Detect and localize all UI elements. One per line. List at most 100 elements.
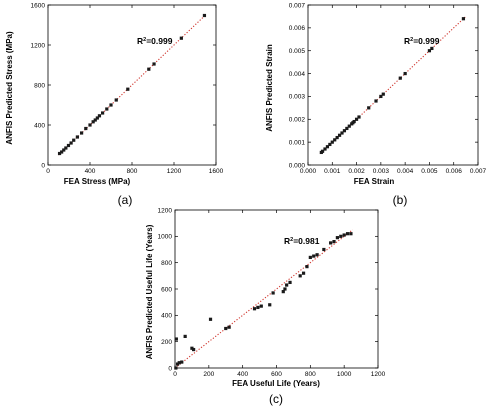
chart-c-data-point — [177, 361, 181, 365]
chart-a-xtick-label: 0 — [46, 168, 50, 175]
chart-b-xtick-label: 0.006 — [446, 168, 463, 175]
chart-a-xtick-label: 1200 — [167, 168, 182, 175]
chart-b-xtick-label: 0.000 — [300, 168, 317, 175]
chart-b-xtick-label: 0.002 — [348, 168, 365, 175]
chart-b-data-point — [345, 126, 349, 131]
chart-b-data-point — [398, 76, 402, 80]
chart-a-data-point — [105, 107, 109, 111]
chart-a-data-point — [72, 138, 76, 142]
chart-a-series: 0 400 800 1200 1600 0 400 800 1200 1600 — [31, 2, 224, 175]
chart-b-data-point — [320, 149, 325, 153]
chart-c-data-point — [190, 346, 194, 350]
chart-b-data-point — [323, 147, 327, 151]
chart-c-data-point — [256, 305, 260, 310]
chart-b-panel-label: (b) — [393, 193, 408, 207]
chart-a-data-point — [97, 114, 102, 118]
chart-a-r2-annotation: R2=0.999 — [137, 36, 173, 46]
chart-b-data-point — [333, 138, 337, 142]
chart-c-data-point — [281, 290, 285, 294]
chart-c-data-point — [175, 362, 180, 366]
chart-c-ytick-label: 0 — [168, 365, 172, 372]
chart-a-data-point — [57, 151, 62, 156]
chart-c-data-point — [227, 325, 231, 329]
chart-c-data-point — [322, 247, 326, 252]
chart-b-r2-prefix: R — [404, 36, 410, 46]
chart-c-r2-sup: 2 — [290, 237, 293, 243]
chart-b-xtick-label: 0.005 — [421, 168, 438, 175]
chart-b-data-point — [374, 99, 378, 103]
chart-a-data-point — [152, 62, 156, 66]
chart-a: 0 400 800 1200 1600 0 400 800 1200 1600 FEA Stres… — [5, 2, 224, 207]
chart-c-data-point — [252, 307, 257, 311]
chart-a-ytick-label: 1200 — [31, 42, 46, 49]
chart-c-r2-prefix: R — [284, 236, 290, 246]
chart-a-data-point — [179, 36, 183, 40]
chart-b-data-point — [461, 17, 466, 21]
chart-b-data-point — [403, 71, 407, 76]
chart-c-data-point — [301, 271, 306, 275]
chart-c-data-point — [285, 283, 289, 287]
chart-b-r2-suffix: =0.999 — [413, 36, 440, 46]
chart-c-r2-suffix: =0.981 — [293, 236, 320, 246]
chart-c-xtick-label: 0 — [173, 371, 177, 378]
chart-b-data-point — [340, 131, 344, 135]
chart-b-data-point — [357, 115, 361, 119]
chart-b-ytick-label: 0.006 — [289, 25, 306, 32]
chart-b-data-point — [328, 142, 332, 147]
chart-b-data-point — [354, 117, 359, 121]
chart-c-data-point — [208, 317, 213, 321]
chart-c-ytick-label: 1200 — [158, 207, 173, 214]
chart-c-data-point — [271, 291, 275, 295]
chart-b-data-point — [427, 49, 432, 53]
chart-c-data-point — [345, 232, 350, 236]
chart-c-data-point — [315, 253, 319, 257]
chart-c: 0 200 400 600 800 1000 1200 0 200 400 600 800 1000 12… — [145, 207, 386, 406]
chart-c-data-point — [259, 304, 263, 308]
chart-c-ytick-label: 1000 — [158, 234, 173, 241]
chart-c-data-point — [305, 265, 309, 269]
chart-c-data-point — [312, 254, 316, 258]
chart-b-ytick-label: 0.001 — [289, 139, 306, 146]
chart-a-data-point — [202, 13, 207, 18]
chart-a-data-point — [66, 143, 71, 148]
chart-a-data-point — [75, 135, 79, 139]
chart-b-ytick-label: 0.000 — [289, 162, 306, 169]
chart-c-ytick-label: 400 — [161, 313, 172, 320]
chart-a-ytick-label: 400 — [34, 122, 45, 129]
chart-c-data-point — [180, 360, 184, 364]
chart-c-data-point — [183, 334, 187, 338]
chart-c-data-point — [174, 337, 178, 341]
chart-b-xtick-label: 0.003 — [373, 168, 390, 175]
chart-b-ylabel: ANFIS Predicted Strain — [265, 44, 274, 132]
chart-a-data-point — [93, 118, 97, 122]
chart-c-panel-label: (c) — [269, 392, 283, 406]
chart-b-series: 0.000 0.001 0.002 0.003 0.004 0.005 0.006 0.007… — [289, 2, 487, 175]
chart-b-data-point — [379, 94, 383, 99]
chart-c-fit-line — [174, 229, 353, 369]
chart-a-xtick-label: 1600 — [209, 168, 224, 175]
chart-a-ytick-label: 800 — [34, 82, 45, 89]
chart-a-xtick-label: 400 — [85, 168, 96, 175]
chart-c-xtick-label: 1200 — [371, 371, 386, 378]
chart-a-data-point — [69, 141, 73, 145]
chart-c-ytick-label: 200 — [161, 339, 172, 346]
chart-b-ytick-label: 0.002 — [289, 117, 306, 124]
chart-c-data-point — [335, 236, 339, 240]
chart-b: 0.000 0.001 0.002 0.003 0.004 0.005 0.006 0.007… — [265, 2, 487, 207]
chart-b-xlabel: FEA Strain — [354, 177, 395, 186]
chart-a-data-point — [91, 120, 95, 124]
chart-a-data-point — [88, 123, 92, 127]
chart-b-data-point — [347, 124, 351, 128]
chart-c-series: 0 200 400 600 800 1000 1200 0 200 400 600 800 1000 12… — [158, 207, 386, 378]
chart-b-data-point — [330, 140, 334, 144]
chart-a-data-point — [109, 103, 113, 107]
chart-b-xtick-label: 0.007 — [470, 168, 487, 175]
chart-a-ylabel: ANFIS Predicted Stress (MPa) — [5, 31, 14, 145]
chart-c-data-point — [298, 274, 302, 278]
chart-c-ylabel: ANFIS Predicted Useful Life (Years) — [145, 224, 154, 359]
chart-c-data-point — [283, 287, 287, 291]
chart-b-data-point — [325, 145, 330, 149]
chart-a-r2-prefix: R — [137, 36, 143, 46]
chart-b-xtick-label: 0.001 — [324, 168, 341, 175]
chart-b-ytick-label: 0.005 — [289, 48, 306, 55]
